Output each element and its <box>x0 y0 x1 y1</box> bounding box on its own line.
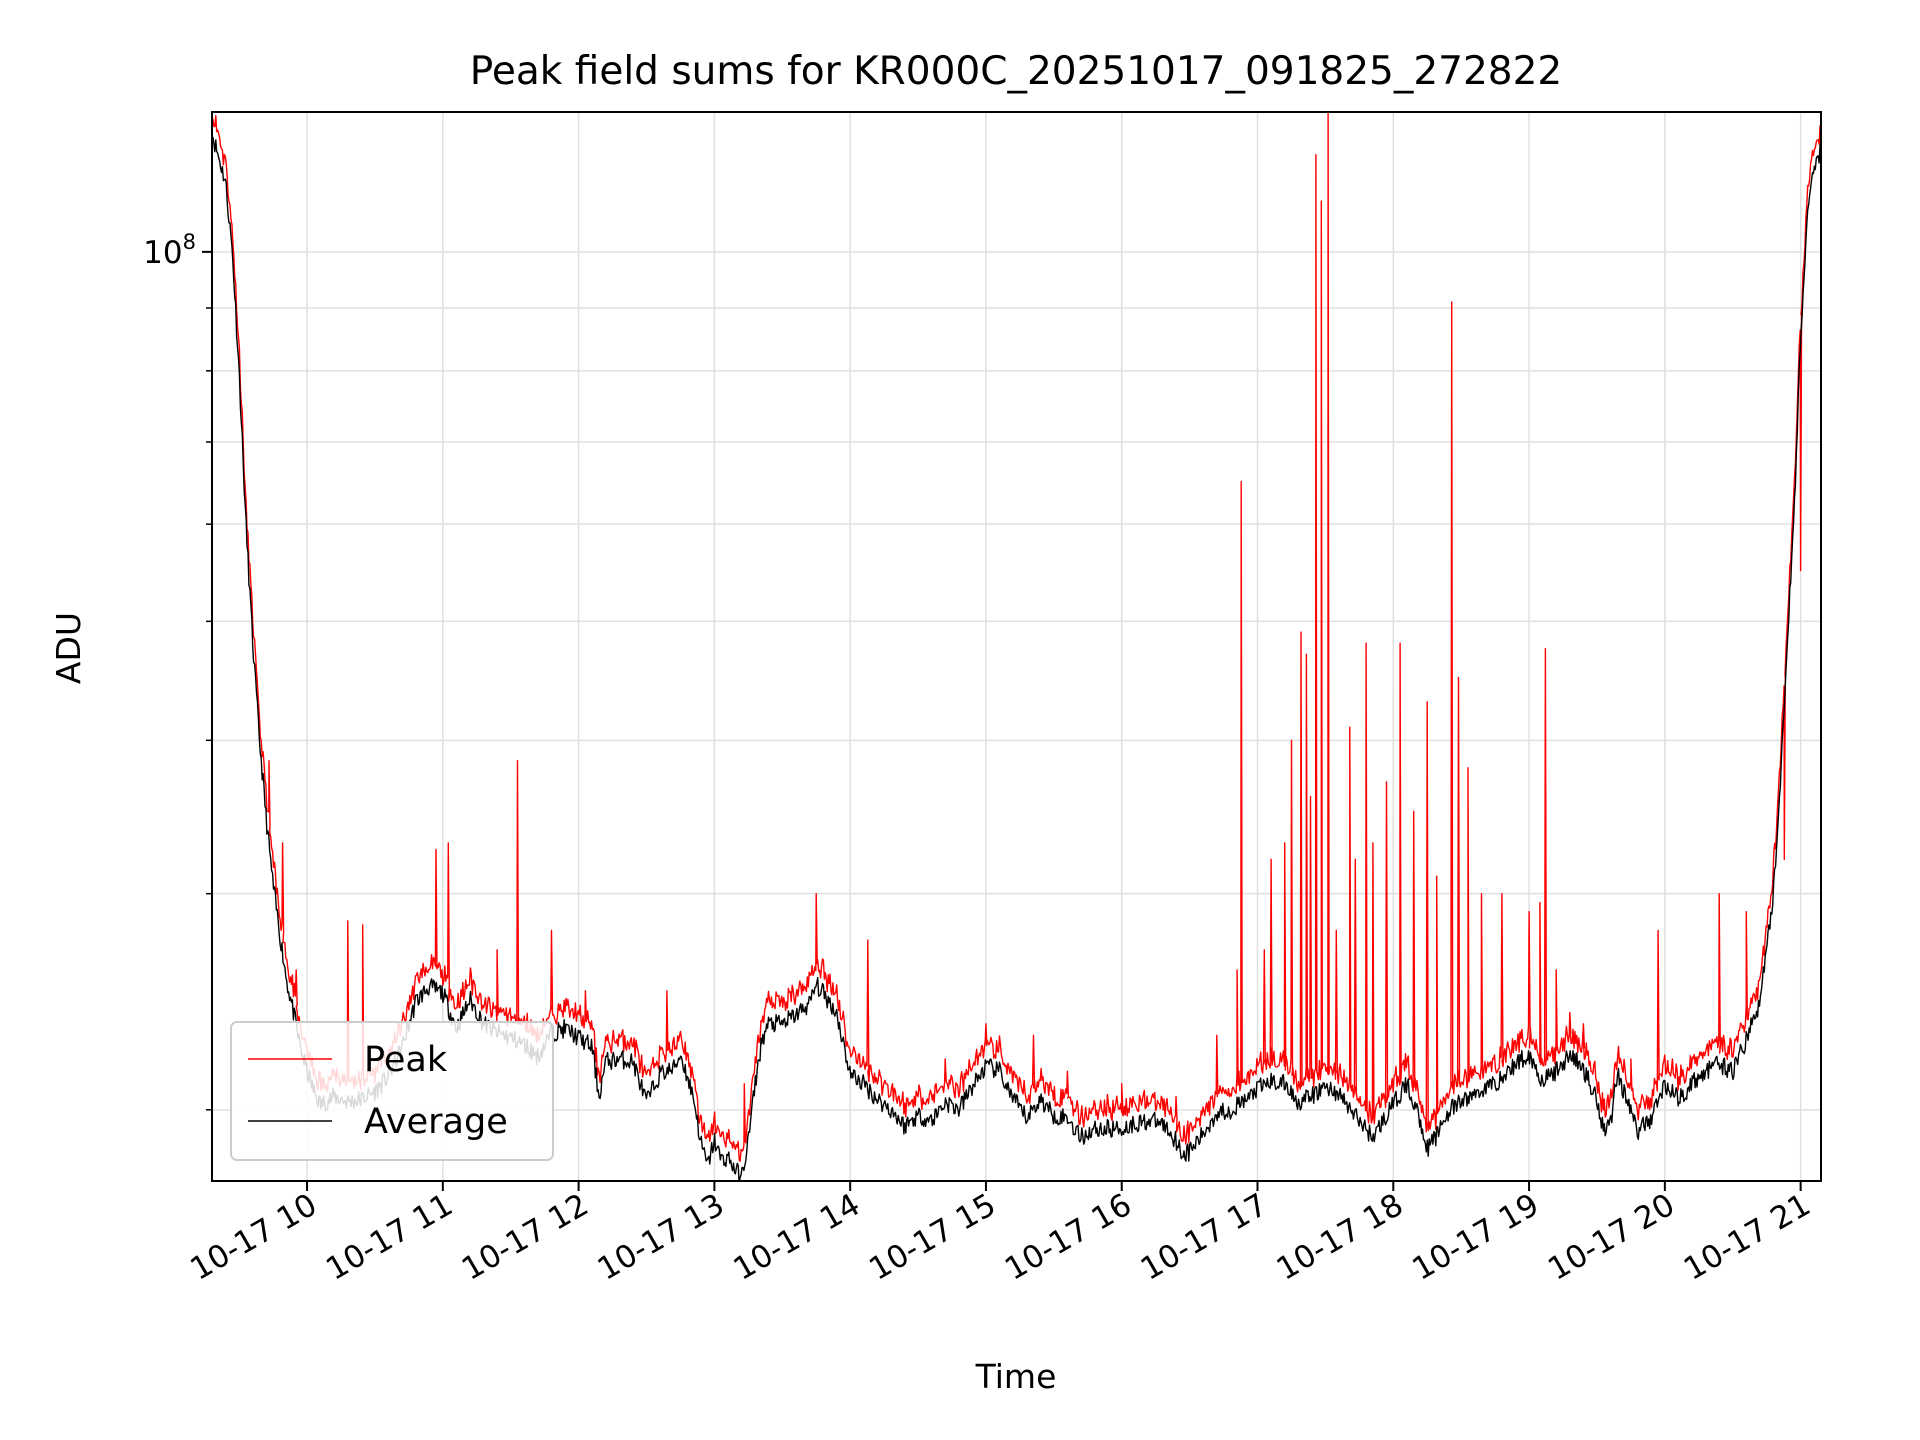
series-line-peak <box>212 112 1821 1162</box>
chart-title: Peak field sums for KR000C_20251017_0918… <box>470 49 1562 94</box>
legend: Peak Average <box>230 1021 554 1161</box>
grid <box>212 112 1821 1181</box>
legend-box <box>230 1021 554 1161</box>
y-axis-label: ADU <box>49 612 88 684</box>
legend-label-average: Average <box>364 1102 508 1142</box>
series-line-average <box>212 136 1821 1181</box>
plot-series <box>212 112 1821 1181</box>
y-tick-label: 108 <box>143 230 196 271</box>
plot-frame <box>211 111 1822 1182</box>
y-axis-ticks: 108 <box>143 230 212 1111</box>
x-axis-label: Time <box>975 1357 1057 1396</box>
legend-label-peak: Peak <box>364 1040 448 1080</box>
